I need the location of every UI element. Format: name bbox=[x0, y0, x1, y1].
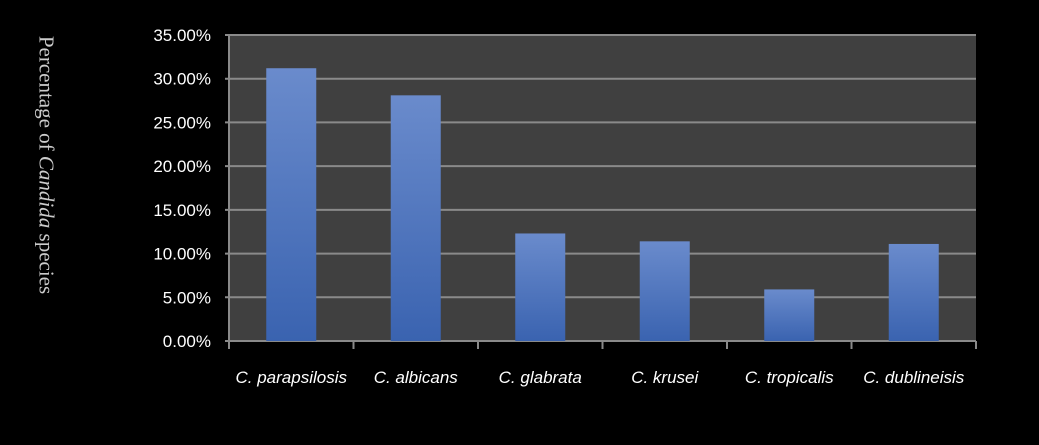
y-tick-label: 25.00% bbox=[153, 113, 211, 132]
bar bbox=[888, 243, 939, 341]
y-tick-label: 5.00% bbox=[163, 288, 211, 307]
bar bbox=[515, 233, 566, 341]
y-tick-label: 20.00% bbox=[153, 157, 211, 176]
x-tick-label: C. tropicalis bbox=[745, 368, 834, 387]
bar bbox=[390, 95, 441, 341]
bar bbox=[266, 68, 317, 342]
x-tick-label: C. dublineisis bbox=[863, 368, 965, 387]
y-tick-label: 30.00% bbox=[153, 70, 211, 89]
y-tick-label: 35.00% bbox=[153, 26, 211, 45]
y-tick-label: 15.00% bbox=[153, 201, 211, 220]
y-tick-label: 10.00% bbox=[153, 245, 211, 264]
bar bbox=[764, 289, 815, 341]
plot-area bbox=[229, 35, 976, 341]
x-tick-label: C. krusei bbox=[631, 368, 699, 387]
bar bbox=[639, 241, 690, 341]
x-tick-label: C. glabrata bbox=[499, 368, 582, 387]
x-tick-label: C. parapsilosis bbox=[236, 368, 348, 387]
x-tick-label: C. albicans bbox=[374, 368, 459, 387]
y-tick-label: 0.00% bbox=[163, 332, 211, 351]
